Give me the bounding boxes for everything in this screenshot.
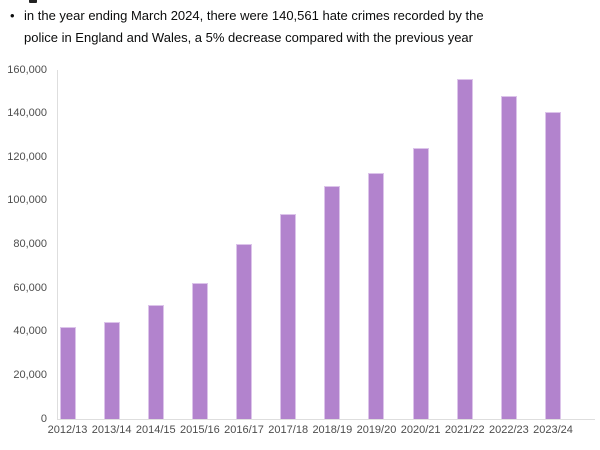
x-tick-label: 2022/23: [489, 424, 529, 436]
x-tick-label: 2015/16: [180, 424, 220, 436]
key-finding-text: in the year ending March 2024, there wer…: [24, 8, 484, 45]
x-tick-label: 2019/20: [356, 424, 397, 436]
y-tick-label: 100,000: [7, 194, 47, 207]
x-tick-label: 2012/13: [47, 424, 88, 436]
clipped-text-above: [29, 0, 37, 3]
bar-2023-24: [545, 112, 562, 419]
bar-2013-14: [103, 321, 120, 419]
bar-2015-16: [191, 282, 208, 419]
x-tick-label: 2018/19: [312, 424, 353, 436]
y-tick-label: 40,000: [13, 325, 47, 338]
x-tick-label: 2021/22: [444, 424, 485, 436]
key-finding-bullet: • in the year ending March 2024, there w…: [10, 5, 506, 49]
y-tick-label: 140,000: [7, 107, 47, 120]
x-tick-label: 2023/24: [533, 424, 573, 436]
y-tick-label: 120,000: [7, 150, 47, 163]
y-tick-label: 60,000: [13, 281, 47, 294]
bar-2022-23: [500, 95, 517, 419]
y-tick-label: 160,000: [7, 63, 47, 76]
x-tick-label: 2014/15: [135, 424, 176, 436]
y-axis-line: [57, 70, 58, 419]
x-tick-label: 2017/18: [268, 424, 309, 436]
bar-2018-19: [324, 186, 341, 419]
y-tick-label: 0: [40, 412, 47, 425]
y-tick-label: 20,000: [13, 368, 47, 381]
bar-2014-15: [147, 304, 164, 419]
bar-2017-18: [280, 213, 297, 419]
y-tick-label: 80,000: [13, 238, 47, 250]
bar-2012-13: [59, 326, 76, 419]
x-axis-line: [57, 419, 595, 420]
x-tick-label: 2020/21: [400, 424, 441, 436]
bullet-marker: •: [10, 8, 15, 23]
bar-2016-17: [236, 243, 253, 419]
x-tick-label: 2016/17: [224, 424, 264, 436]
bar-2020-21: [412, 148, 429, 419]
x-tick-label: 2013/14: [91, 424, 132, 436]
bar-2021-22: [456, 79, 473, 419]
bar-2019-20: [368, 172, 385, 419]
